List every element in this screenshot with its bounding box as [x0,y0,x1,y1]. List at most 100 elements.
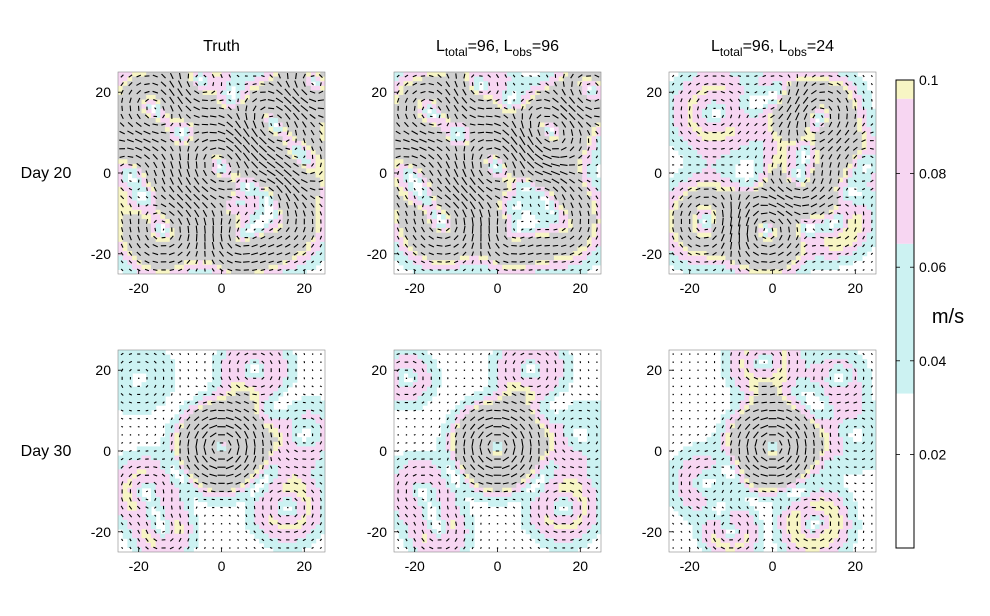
vector-arrow [569,235,575,240]
vector-arrow [236,235,240,240]
vector-arrow [278,384,281,389]
vector-arrow [820,360,824,364]
vector-arrow [587,377,590,380]
vector-arrow [595,449,599,453]
vector-arrow [176,193,184,201]
vector-arrow [404,121,409,128]
vector-arrow [462,161,466,169]
vector-arrow [219,384,224,388]
vector-arrow [152,82,159,86]
vector-arrow [168,194,175,201]
vector-arrow [154,489,157,494]
vector-dot [496,539,499,541]
vector-arrow [259,99,266,102]
vector-arrow [227,113,233,120]
vector-arrow [729,401,733,404]
vector-arrow [128,465,133,469]
vector-arrow [578,538,582,542]
vector-arrow [812,352,815,356]
vector-arrow [253,530,256,534]
vector-arrow [444,244,451,247]
vector-arrow [413,218,417,225]
vector-arrow [270,424,273,429]
vector-arrow [595,138,598,143]
vector-arrow [671,235,675,240]
vector-arrow [578,497,582,502]
vector-arrow [578,243,583,248]
vector-arrow [128,164,133,166]
vector-arrow [737,465,742,470]
vector-arrow [404,243,409,248]
vector-arrow [837,497,841,502]
vector-arrow [168,88,175,96]
vector-arrow [219,90,224,94]
vector-arrow [828,228,833,231]
vector-arrow [161,123,166,126]
vector-arrow [786,260,792,264]
vector-arrow [730,208,732,218]
vector-arrow [504,522,507,525]
vector-arrow [276,89,283,96]
vector-arrow [445,252,451,255]
vector-arrow [586,449,591,453]
vector-arrow [828,537,833,542]
vector-arrow [276,146,283,151]
vector-arrow [495,242,500,249]
vector-arrow [212,82,215,87]
vector-arrow [300,105,309,112]
vector-arrow [762,115,767,118]
vector-arrow [760,196,768,199]
vector-dot [405,434,408,436]
vector-arrow [228,234,232,241]
vector-arrow [796,138,799,143]
vector-arrow [745,187,750,191]
vector-arrow [771,99,774,102]
vector-arrow [120,82,124,87]
vector-arrow [853,154,858,159]
vector-arrow [412,243,417,248]
vector-arrow [236,490,240,493]
vector-arrow [770,235,775,240]
vector-arrow [193,98,200,103]
vector-arrow [486,147,493,150]
vector-arrow [737,201,741,210]
vector-arrow [770,376,775,380]
vector-arrow [319,227,322,232]
vector-arrow [202,490,207,493]
vector-arrow [470,401,475,404]
vector-arrow [870,131,874,134]
vector-arrow [469,423,476,430]
vector-dot [680,401,683,404]
vector-arrow [218,107,225,110]
vector-arrow [413,210,416,217]
vector-arrow [421,368,425,373]
vector-arrow [301,89,308,96]
vector-arrow [228,171,232,175]
vector-dot [697,393,699,396]
vector-arrow [587,202,591,208]
vector-arrow [234,128,242,137]
vector-arrow [429,466,434,469]
vector-arrow [319,162,322,168]
vector-arrow [729,489,733,494]
vector-arrow [160,203,167,208]
vector-arrow [862,352,865,356]
vector-arrow [170,169,174,177]
vector-arrow [561,227,566,232]
colorbar: 0.020.040.060.080.1m/s [895,72,964,549]
vector-arrow [310,129,315,136]
vector-arrow [854,538,857,542]
vector-arrow [512,187,516,191]
vector-arrow [478,455,484,463]
vector-arrow [463,521,466,526]
vector-arrow [162,433,165,437]
vector-arrow [804,473,808,478]
vector-arrow [845,368,849,372]
vector-arrow [446,457,449,461]
vector-arrow [411,155,418,159]
vector-arrow [836,228,841,231]
vector-arrow [705,529,708,534]
vector-arrow [552,252,559,255]
vector-arrow [594,115,600,118]
vector-arrow [551,178,560,184]
